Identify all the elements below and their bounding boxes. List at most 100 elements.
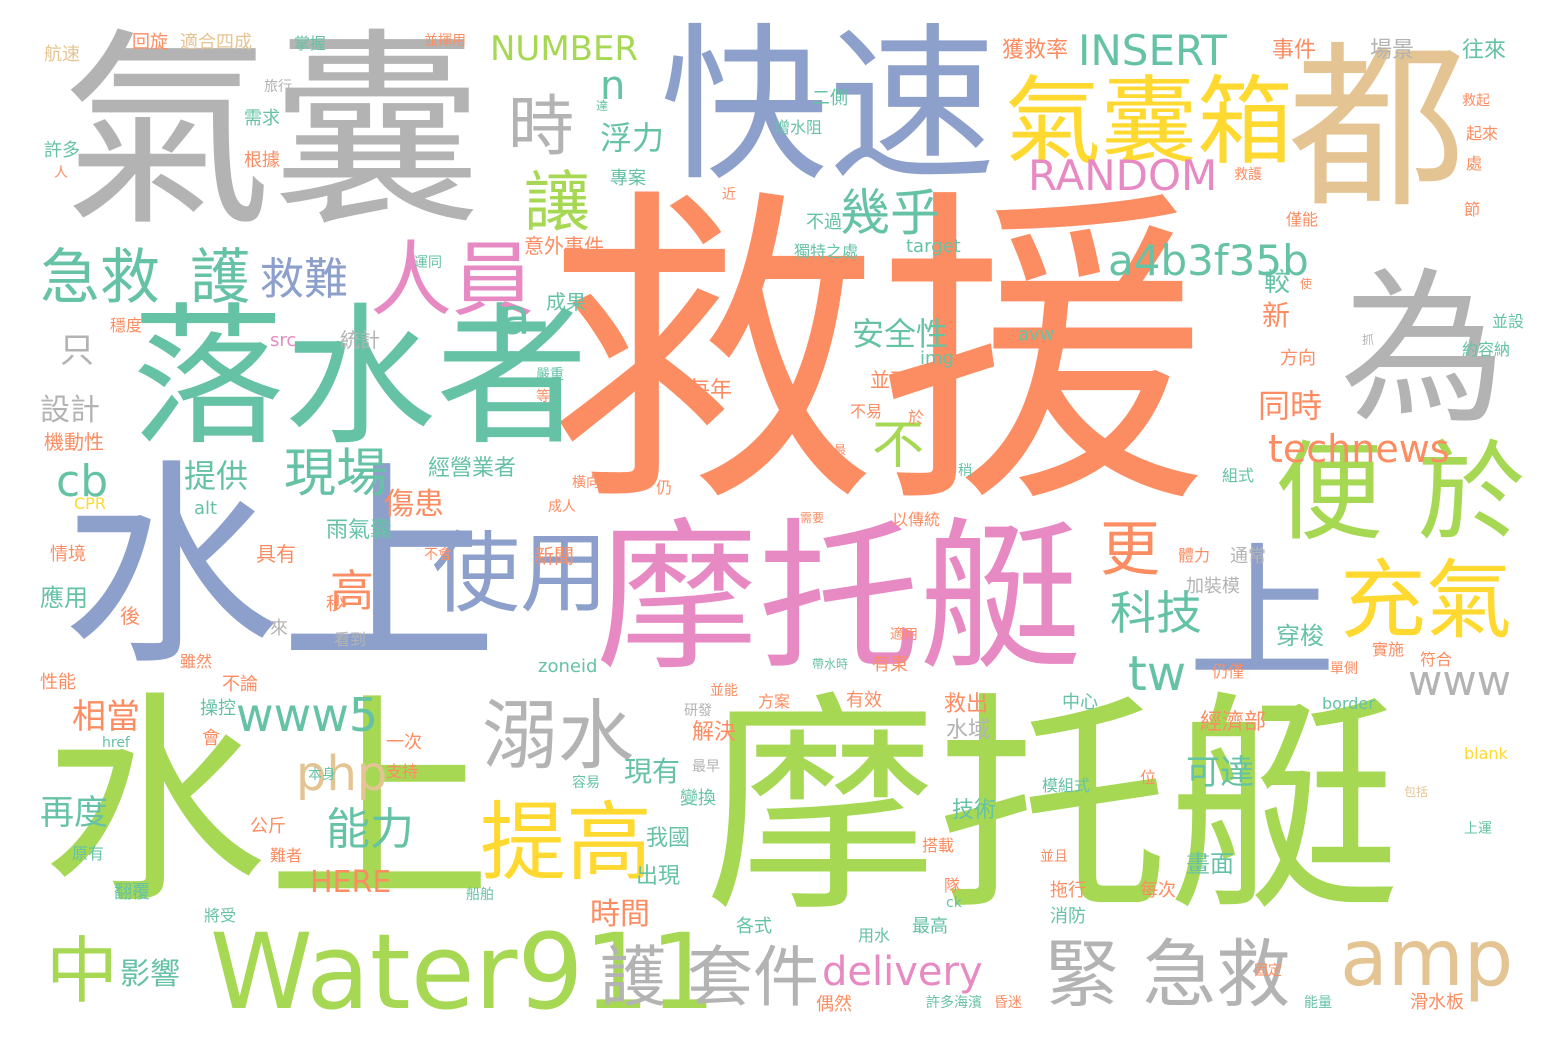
word-zui: 稍 (958, 463, 972, 479)
word-yuerongna: 單側 (1330, 661, 1358, 677)
word-bu: 不 (872, 416, 925, 476)
word-xuqiu: 需求 (244, 108, 280, 129)
word-huojiulv: 獲救率 (1002, 38, 1069, 63)
word-shi: 時 (508, 88, 574, 165)
word-qilai: 救起 (1462, 93, 1490, 109)
word-qinang: 氣囊 (62, 10, 483, 255)
word-zhong: 中 (46, 929, 119, 1013)
word-wei-position: 現有 (624, 755, 681, 788)
word-nishui: 溺水 (482, 691, 634, 780)
word-juyou: 具有 (256, 542, 296, 566)
word-huashuiban: 能量 (1304, 995, 1332, 1011)
word-ouran: 最高 (912, 916, 948, 937)
word-tigao: 提高 (480, 793, 652, 893)
word-jingyingyezhe: 經營業者 (428, 456, 517, 481)
word-shijian-event: 事件 (1272, 38, 1317, 63)
word-geng: 更 (1100, 515, 1160, 585)
word-shihesicheng: 適合四成 (180, 32, 252, 53)
word-erce: 等 (536, 389, 550, 405)
word-huamian: 畫面 (1186, 850, 1234, 878)
word-php: php (296, 746, 388, 802)
word-yuntong: 運同 (414, 255, 442, 271)
word-fuli: 浮力 (600, 119, 665, 157)
word-zaidu: 再度 (40, 793, 108, 833)
word-mozushi: 並且 (1040, 849, 1068, 865)
word-zushi: 適用 (890, 627, 918, 643)
word-dou: 都 (1288, 25, 1466, 232)
word-chengren: 橫向 (572, 475, 600, 491)
word-zhuanan: 專案 (610, 168, 646, 189)
word-jingjibu: 經濟部 (1200, 710, 1267, 735)
word-yu: 雨氣囊 (326, 518, 393, 543)
word-kuaisu: 快速 (660, 8, 996, 204)
word-shiyong: 使用 (432, 522, 609, 625)
word-hui: 操控 (200, 698, 236, 719)
word-shang: 上 (1188, 528, 1336, 700)
word-yichuantong: 有東 (872, 654, 908, 675)
word-jiuyuan: 救援 (548, 163, 1208, 547)
word-tongji: 統計 (340, 328, 380, 352)
word-xuyao: 最 (834, 443, 847, 457)
word-changjing: 場景 (1370, 38, 1415, 63)
word-random: RANDOM (1028, 151, 1218, 200)
word-youxiao: 中心 (1062, 692, 1098, 713)
word-fuhe: 實施 (1372, 640, 1405, 659)
word-wei: 為 (1340, 254, 1506, 447)
word-jiuqi: 救護 (1234, 167, 1262, 183)
word-yongshui: 各式 (736, 916, 772, 937)
word-jiao: 較 (1264, 268, 1291, 298)
word-nengli: 能力 (326, 804, 414, 855)
word-shishi: 通常 (1230, 546, 1266, 567)
word-keda: 可達 (1186, 753, 1254, 793)
word-huixuan: 回旋 (132, 32, 168, 53)
word-zoneid: 不論 (222, 674, 258, 695)
word-xianyou: 容易 (572, 775, 600, 791)
word-src: src (270, 330, 297, 351)
word-target: target (906, 236, 961, 257)
word-fangxiang: 約容納 (1462, 340, 1511, 359)
word-bingyunyong: 並揮用 (424, 33, 466, 49)
word-bingshe: 使 (1300, 277, 1313, 291)
word-nanzhe: 公斤 (250, 816, 286, 837)
word-jiazhuangmo: 模組式 (1042, 776, 1091, 795)
word-wendu: 穩度 (110, 316, 143, 335)
word-buyi: 緊 (936, 427, 950, 443)
word-meinian: 每年 (688, 378, 733, 403)
word-zhichi: 一次 (386, 732, 422, 753)
word-chuanbo: 將受 (204, 906, 237, 925)
word-daishuishi: 需要 (800, 511, 825, 525)
word-buguo: 方向 (1280, 348, 1316, 369)
word-yanzhong: 帶水時 (812, 657, 849, 671)
word-xiaofang: 拖行 (1050, 880, 1086, 901)
word-jinneng: 節 (1464, 200, 1481, 219)
word-water911: Water911 (210, 911, 716, 1033)
word-jiunan: 救難 (260, 254, 348, 305)
word-anquanxing: 安全性 (852, 315, 949, 353)
word-fanfu: 原有 (72, 844, 105, 863)
word-a4b3f35b: a4b3f35b (1108, 236, 1309, 285)
word-shanghuan: 傷患 (384, 487, 444, 522)
word-border: 符合 (1420, 650, 1453, 669)
word-jishu: 技術 (952, 798, 997, 823)
word-genju: 根據 (244, 150, 280, 171)
word-yingyong: 新聞 (534, 544, 574, 568)
word-shuishang-blue: 水上 (62, 442, 498, 695)
word-delivery: delivery (822, 949, 983, 995)
word-jie: 處 (1466, 154, 1483, 173)
word-jin: 不過 (806, 212, 842, 233)
word-lai: 後 (120, 604, 140, 628)
word-jiangshou: 翻覆 (114, 882, 150, 903)
word-xiangdang: 相當 (72, 697, 140, 737)
word-yuqinang: 抓 (1362, 333, 1375, 347)
word-href: 會 (202, 728, 220, 749)
word-bingneng: 方案 (758, 692, 791, 711)
word-luoshuizhe: 落水者 (132, 289, 588, 466)
word-yanfa: 並能 (710, 683, 738, 699)
word-jidongxing: 機動性 (44, 430, 104, 454)
word-shao: 成人 (548, 499, 576, 515)
word-buhui: ck (946, 895, 962, 911)
word-dance: 仍僅 (1212, 662, 1245, 681)
word-shiyong-apply: 以傳統 (892, 510, 941, 529)
word-tongshi: 同時 (1258, 387, 1323, 425)
